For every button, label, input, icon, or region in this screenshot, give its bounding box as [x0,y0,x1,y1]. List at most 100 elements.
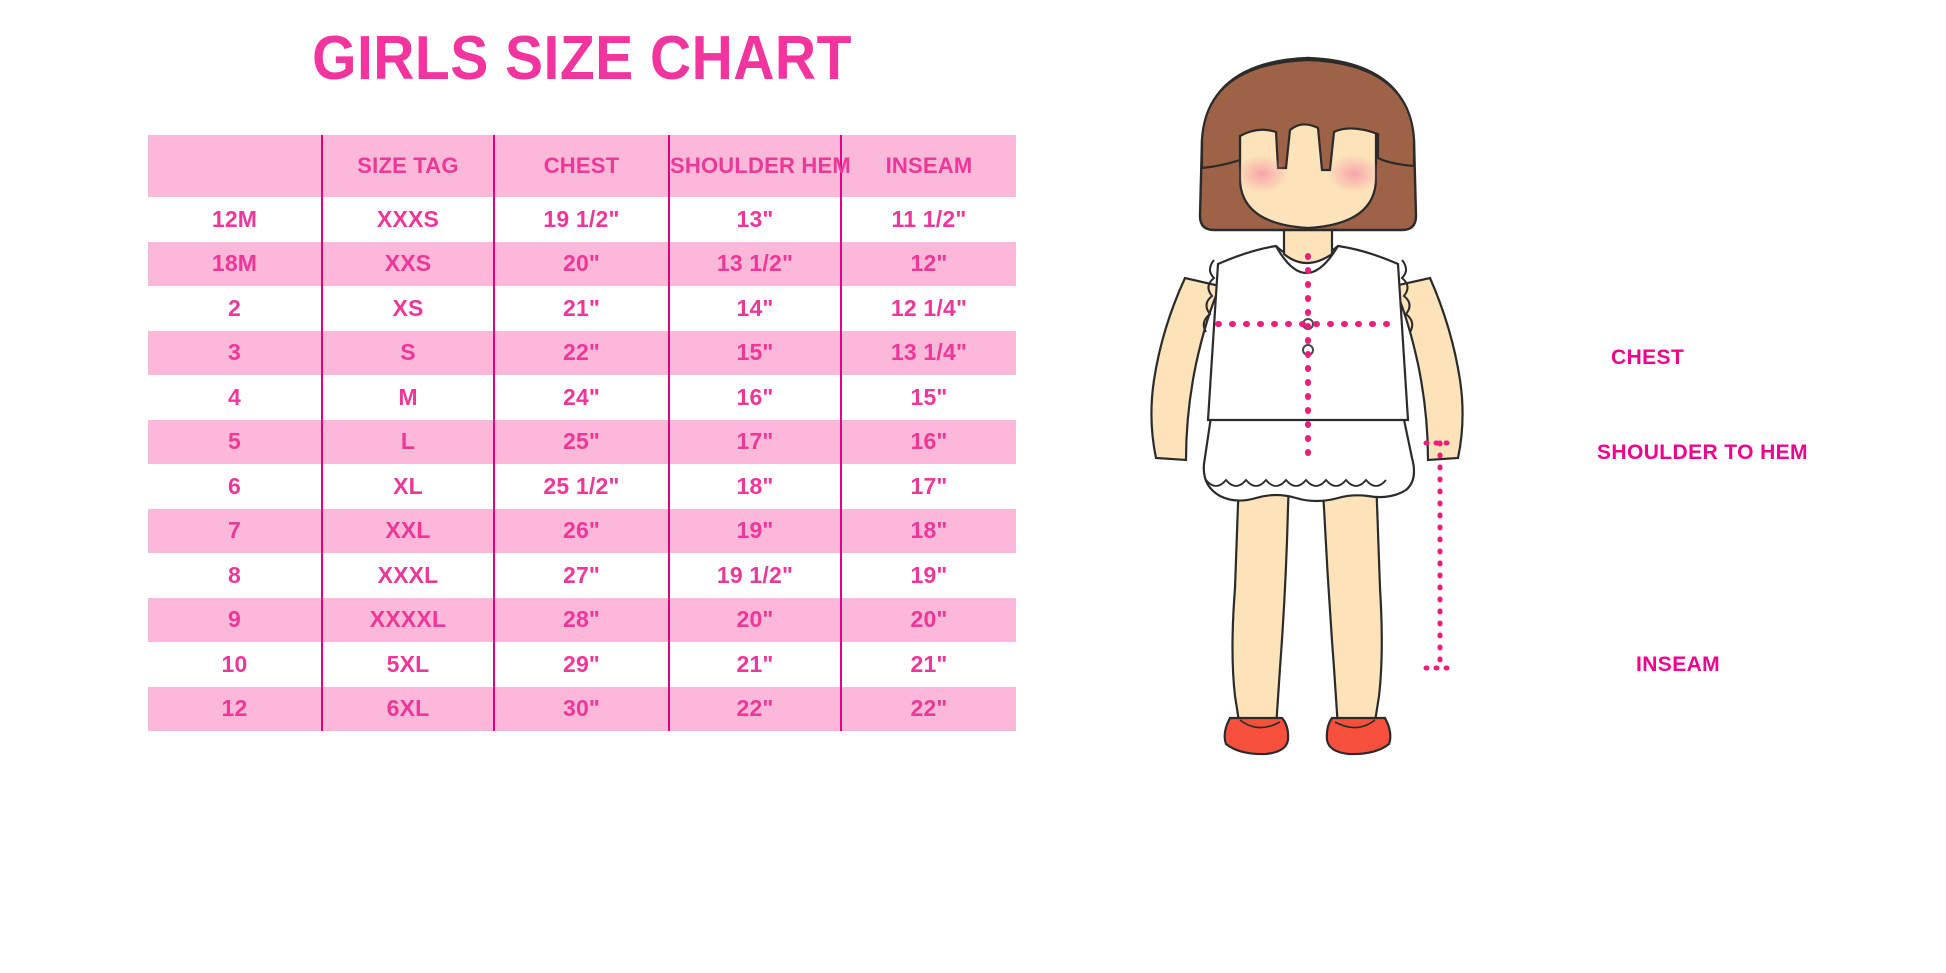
cell-size: 12 [148,686,322,731]
left-leg [1231,446,1292,730]
left-shoe [1223,716,1290,756]
page-title: GIRLS SIZE CHART [312,24,852,93]
table-row: 2 XS 21" 14" 12 1/4" [148,286,1016,331]
cell-chest: 29" [493,642,669,687]
column-header-size-tag: SIZE TAG [321,135,494,197]
table-row: 5 L 25" 17" 16" [148,419,1016,464]
table-row: 18M XXS 20" 13 1/2" 12" [148,241,1016,286]
cell-size-tag: XXL [321,508,494,553]
cell-inseam: 16" [840,419,1016,464]
cell-inseam: 17" [840,464,1016,509]
inseam-callout-label: INSEAM [1636,653,1721,676]
cell-chest: 24" [493,375,669,420]
cell-chest: 25 1/2" [493,464,669,509]
cell-size-tag: S [321,330,494,375]
table-row: 8 XXXL 27" 19 1/2" 19" [148,553,1016,598]
cell-size-tag: 6XL [321,686,494,731]
right-shoulder-ruffle [1400,259,1414,333]
cell-chest: 27" [493,553,669,598]
size-chart-table-container: SIZE TAG CHEST SHOULDER HEM INSEAM 12M X… [148,135,1016,733]
left-shoulder-ruffle [1202,259,1216,333]
cell-size-tag: M [321,375,494,420]
cell-shoulder-hem: 14" [668,286,841,331]
cell-size-tag: 5XL [321,642,494,687]
left-blush [1236,155,1288,193]
cell-inseam: 18" [840,508,1016,553]
chest-callout-label: CHEST [1611,346,1685,369]
cell-shoulder-hem: 19" [668,508,841,553]
cell-size: 2 [148,286,322,331]
cell-inseam: 15" [840,375,1016,420]
table-row: 4 M 24" 16" 15" [148,375,1016,420]
table-row: 7 XXL 26" 19" 18" [148,508,1016,553]
cell-chest: 25" [493,419,669,464]
cell-chest: 30" [493,686,669,731]
measurement-lines [1215,253,1403,461]
table-row: 3 S 22" 15" 13 1/4" [148,330,1016,375]
inseam-measurement [1423,440,1457,671]
cell-inseam: 22" [840,686,1016,731]
cell-size: 4 [148,375,322,420]
cell-shoulder-hem: 13" [668,197,841,242]
cell-size: 3 [148,330,322,375]
cell-shoulder-hem: 21" [668,642,841,687]
cell-chest: 20" [493,241,669,286]
cell-chest: 19 1/2" [493,197,669,242]
column-header-shoulder-hem: SHOULDER HEM [668,135,851,197]
legs-group [1231,446,1383,730]
cell-size: 8 [148,553,322,598]
left-shoe-strap [1239,719,1281,729]
cell-inseam: 12 1/4" [840,286,1016,331]
cell-chest: 22" [493,330,669,375]
cell-size-tag: XXXL [321,553,494,598]
right-shoe [1325,716,1392,756]
cell-size: 6 [148,464,322,509]
cell-shoulder-hem: 22" [668,686,841,731]
cell-inseam: 19" [840,553,1016,598]
table-row: 12 6XL 30" 22" 22" [148,686,1016,731]
cell-size: 12M [148,197,322,242]
cell-inseam: 11 1/2" [840,197,1016,242]
cell-shoulder-hem: 20" [668,597,841,642]
cell-size-tag: L [321,419,494,464]
cell-size: 9 [148,597,322,642]
shoes-group [1223,716,1392,756]
cell-size-tag: XS [321,286,494,331]
column-header-size [148,135,322,197]
table-row: 12M XXXS 19 1/2" 13" 11 1/2" [148,197,1016,242]
table-row: 10 5XL 29" 21" 21" [148,642,1016,687]
cell-size-tag: XL [321,464,494,509]
size-chart-table: SIZE TAG CHEST SHOULDER HEM INSEAM 12M X… [148,135,1016,731]
cell-shoulder-hem: 16" [668,375,841,420]
cell-shoulder-hem: 18" [668,464,841,509]
cell-size-tag: XXXXL [321,597,494,642]
right-shoe-strap [1334,719,1376,729]
table-header-row: SIZE TAG CHEST SHOULDER HEM INSEAM [148,135,1016,197]
table-body: 12M XXXS 19 1/2" 13" 11 1/2" 18M XXS 20"… [148,197,1016,731]
cell-size-tag: XXXS [321,197,494,242]
shoulder-to-hem-callout-label: SHOULDER TO HEM [1597,441,1808,464]
girl-illustration [1090,28,1550,758]
cell-size: 5 [148,419,322,464]
head-group [1198,56,1418,265]
table-row: 6 XL 25 1/2" 18" 17" [148,464,1016,509]
skirt-ruffle-hem [1205,478,1387,487]
hair-bangs [1200,58,1416,172]
cell-chest: 21" [493,286,669,331]
cell-size: 10 [148,642,322,687]
cell-inseam: 21" [840,642,1016,687]
cell-size: 7 [148,508,322,553]
cell-shoulder-hem: 19 1/2" [668,553,841,598]
table-row: 9 XXXXL 28" 20" 20" [148,597,1016,642]
cell-inseam: 20" [840,597,1016,642]
cell-chest: 26" [493,508,669,553]
cell-shoulder-hem: 13 1/2" [668,241,841,286]
cell-shoulder-hem: 15" [668,330,841,375]
column-header-chest: CHEST [493,135,669,197]
column-header-inseam: INSEAM [840,135,1016,197]
cell-size: 18M [148,241,322,286]
cell-chest: 28" [493,597,669,642]
cell-inseam: 12" [840,241,1016,286]
cell-size-tag: XXS [321,241,494,286]
